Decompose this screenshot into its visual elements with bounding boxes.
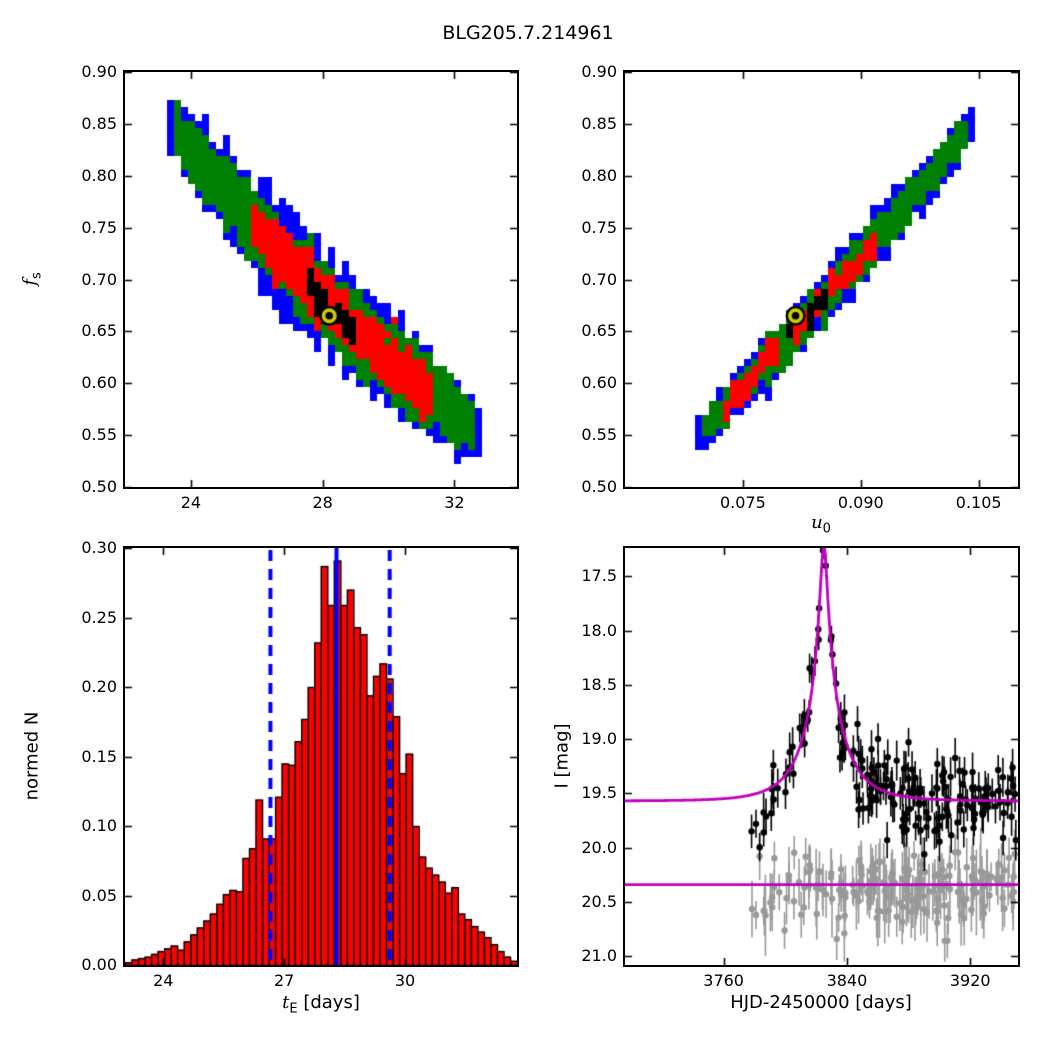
y-tick-label: 19.0 xyxy=(581,729,617,749)
y-tick-label: 0.50 xyxy=(581,477,617,496)
figure-title: BLG205.7.214961 xyxy=(442,22,614,44)
fs-vs-u0-plot xyxy=(625,72,1018,487)
y-tick-label: 0.70 xyxy=(581,269,617,289)
x-tick-label: 24 xyxy=(180,493,202,512)
fs-axis-label-sub: s xyxy=(29,272,45,280)
x-tick-label: 32 xyxy=(444,493,465,512)
y-tick-label: 0.75 xyxy=(581,217,617,237)
y-tick-label: 0.90 xyxy=(81,62,117,81)
y-tick-label: 0.05 xyxy=(81,885,117,905)
y-tick-label: 0.80 xyxy=(81,165,117,185)
y-tick-label: 0.85 xyxy=(81,113,117,133)
y-tick-label: 0.60 xyxy=(81,373,117,393)
y-tick-label: 20.0 xyxy=(581,837,617,857)
y-tick-label: 0.30 xyxy=(81,538,117,557)
y-tick-label: 0.75 xyxy=(81,217,117,237)
hjd-axis-label: HJD-2450000 [days] xyxy=(730,992,912,1013)
y-tick-label: 0.65 xyxy=(81,321,117,341)
y-tick-label: 0.65 xyxy=(581,321,617,341)
panel-lightcurve xyxy=(623,546,1020,967)
x-tick-label: 30 xyxy=(394,971,416,990)
y-tick-label: 0.80 xyxy=(581,165,617,185)
y-tick-label: 0.25 xyxy=(81,607,117,627)
lightcurve-plot xyxy=(625,548,1018,965)
y-tick-label: 17.5 xyxy=(581,566,617,586)
fs-axis-label: fs xyxy=(20,272,45,285)
te-axis-label-suffix: [days] xyxy=(297,992,360,1013)
y-tick-label: 0.20 xyxy=(81,677,117,696)
u0-axis-label-sub: 0 xyxy=(822,521,831,537)
x-tick-label: 0.090 xyxy=(837,493,884,512)
y-tick-label: 18.0 xyxy=(581,620,617,640)
y-tick-label: 0.60 xyxy=(581,373,617,393)
te-histogram-plot xyxy=(125,548,517,965)
y-tick-label: 0.50 xyxy=(81,477,117,496)
panel-fs-vs-te xyxy=(123,70,519,489)
u0-axis-label: u0 xyxy=(811,512,831,537)
y-tick-label: 0.00 xyxy=(81,955,117,974)
fs-axis-label-base: f xyxy=(19,279,41,286)
x-tick-label: 0.075 xyxy=(719,493,766,512)
y-tick-label: 0.10 xyxy=(81,816,117,835)
y-tick-label: 0.85 xyxy=(581,113,617,133)
x-tick-label: 24 xyxy=(153,971,174,990)
y-tick-label: 0.90 xyxy=(581,62,617,81)
imag-axis-label: I [mag] xyxy=(551,723,573,789)
y-tick-label: 21.0 xyxy=(581,946,617,966)
te-axis-label: tE [days] xyxy=(282,992,360,1017)
x-tick-label: 27 xyxy=(273,971,295,990)
fs-vs-te-plot xyxy=(125,72,517,487)
y-tick-label: 0.70 xyxy=(81,269,117,289)
y-tick-label: 0.55 xyxy=(581,425,617,445)
y-tick-label: 19.5 xyxy=(581,783,617,803)
y-tick-label: 0.15 xyxy=(81,746,117,766)
u0-axis-label-base: u xyxy=(811,512,823,533)
x-tick-label: 3920 xyxy=(949,971,991,990)
te-axis-label-sub: E xyxy=(289,1001,298,1017)
y-tick-label: 0.55 xyxy=(81,425,117,445)
te-axis-label-base: t xyxy=(282,992,290,1013)
x-tick-label: 28 xyxy=(312,493,333,512)
y-tick-label: 18.5 xyxy=(581,674,617,694)
x-tick-label: 3760 xyxy=(703,971,744,990)
y-tick-label: 20.5 xyxy=(581,892,617,912)
x-tick-label: 3840 xyxy=(826,971,868,990)
normed-n-axis-label: normed N xyxy=(21,711,43,801)
x-tick-label: 0.105 xyxy=(955,493,1002,512)
panel-fs-vs-u0 xyxy=(623,70,1020,489)
panel-te-histogram xyxy=(123,546,519,967)
